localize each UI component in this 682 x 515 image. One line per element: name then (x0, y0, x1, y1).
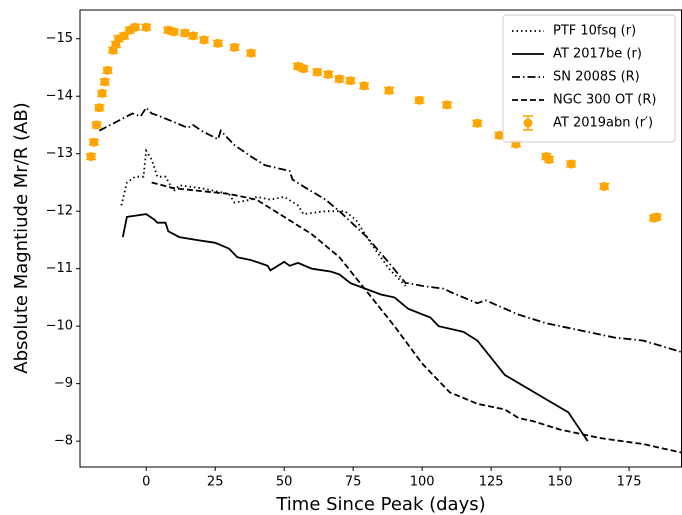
legend-label: AT 2019abn (r′) (553, 116, 653, 131)
data-point (494, 130, 504, 140)
data-point (213, 38, 223, 48)
data-point (169, 27, 179, 37)
data-point (652, 212, 662, 222)
data-point (103, 65, 113, 75)
y-tick-label: −8 (54, 434, 73, 449)
data-point (246, 48, 256, 58)
data-point (92, 120, 102, 130)
y-tick-label: −9 (54, 376, 73, 391)
data-point (100, 77, 110, 87)
data-point (199, 35, 209, 45)
y-tick-label: −11 (46, 261, 73, 276)
data-point (86, 152, 96, 162)
plot-area (86, 22, 682, 454)
data-point (188, 31, 198, 41)
data-point (334, 74, 344, 84)
data-point (599, 181, 609, 191)
data-point (566, 159, 576, 169)
x-tick-label: 100 (410, 475, 435, 490)
x-tick-label: 125 (479, 475, 504, 490)
series-line (121, 213, 589, 442)
legend-label: NGC 300 OT (R) (553, 93, 656, 108)
x-tick-label: 175 (617, 475, 642, 490)
series-line (151, 181, 682, 454)
series-line (98, 106, 682, 353)
y-tick-label: −15 (46, 31, 73, 46)
data-point (359, 81, 369, 91)
data-point (323, 69, 333, 79)
data-point (141, 22, 151, 32)
y-axis-label: Absolute Magntiude Mr/R (AB) (11, 102, 32, 373)
legend-label: AT 2017be (r) (553, 47, 642, 62)
series-line (120, 148, 407, 287)
data-point (94, 103, 104, 113)
y-tick-label: −13 (46, 146, 73, 161)
y-tick-label: −14 (46, 89, 73, 104)
x-tick-label: 150 (548, 475, 573, 490)
x-tick-label: 50 (276, 475, 293, 490)
legend-marker (523, 118, 533, 128)
data-point (472, 118, 482, 128)
data-point (230, 42, 240, 52)
data-point (312, 67, 322, 77)
data-point (97, 88, 107, 98)
legend-label: PTF 10fsq (r) (553, 24, 636, 39)
data-point (345, 76, 355, 86)
data-point (89, 137, 99, 147)
y-tick-label: −12 (46, 204, 73, 219)
data-point (298, 64, 308, 74)
data-point (130, 22, 140, 32)
x-tick-label: 75 (345, 475, 362, 490)
x-tick-label: 25 (207, 475, 224, 490)
data-point (384, 85, 394, 95)
data-point (442, 100, 452, 110)
x-tick-label: 0 (142, 475, 150, 490)
data-point (414, 95, 424, 105)
data-point (180, 28, 190, 38)
x-axis-label: Time Since Peak (days) (275, 494, 485, 515)
legend-label: SN 2008S (R) (553, 70, 640, 85)
data-point (544, 154, 554, 164)
legend-box (502, 14, 676, 143)
y-tick-label: −10 (46, 319, 73, 334)
